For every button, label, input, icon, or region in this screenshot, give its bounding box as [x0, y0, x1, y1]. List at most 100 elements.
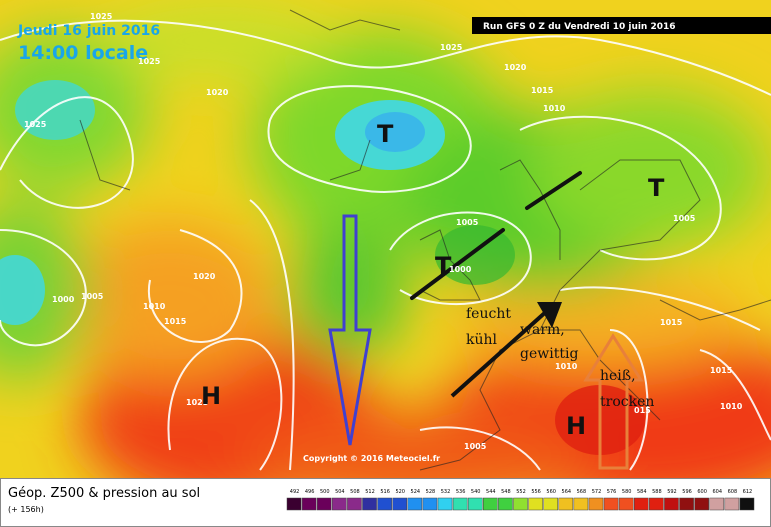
scale-label: 576	[607, 489, 617, 495]
scale-swatch	[724, 497, 740, 511]
annotation: gewittig	[520, 346, 578, 362]
isobar-label: 1010	[543, 104, 566, 113]
scale-label: 496	[305, 489, 315, 495]
annotation: trocken	[600, 394, 654, 410]
scale-swatch	[407, 497, 423, 511]
scale-swatch	[543, 497, 558, 511]
isobar-label: 1000	[449, 265, 472, 274]
field	[0, 0, 771, 478]
scale-label: 600	[697, 489, 707, 495]
scale-label: 564	[562, 489, 572, 495]
scale-label: 512	[365, 489, 375, 495]
scale-label: 560	[546, 489, 556, 495]
isobar-label: 1025	[24, 120, 47, 129]
scale-swatch	[573, 497, 589, 511]
valid-date: Jeudi 16 juin 2016	[17, 23, 160, 39]
valid-time: 14:00 locale	[18, 42, 148, 64]
isobar-label: 1010	[143, 302, 166, 311]
copyright: Copyright © 2016 Meteociel.fr	[303, 454, 440, 463]
scale-label: 524	[411, 489, 421, 495]
scale-swatch	[739, 497, 755, 511]
scale-label: 500	[320, 489, 330, 495]
isobar-label: 1025	[90, 12, 113, 21]
low-marker: T	[648, 174, 665, 202]
pressure-systems: T T T H H	[201, 120, 665, 440]
scale-label: 508	[350, 489, 360, 495]
scale-swatch	[422, 497, 438, 511]
scale-label: 612	[743, 489, 753, 495]
annotation: heiß,	[600, 368, 636, 384]
scale-swatch	[603, 497, 619, 511]
isobar-label: 1020	[504, 63, 527, 72]
annotation: warm,	[520, 322, 565, 338]
scale-label: 552	[516, 489, 526, 495]
footer-lead: (+ 156h)	[8, 505, 44, 514]
scale-label: 592	[667, 489, 677, 495]
scale-swatch	[528, 497, 543, 511]
scale-swatch	[498, 497, 513, 511]
scale-swatch	[709, 497, 725, 511]
scale-swatch	[588, 497, 604, 511]
high-marker: H	[201, 382, 221, 410]
scale-swatch	[347, 497, 362, 511]
scale-swatch	[618, 497, 634, 511]
scale-swatch	[679, 497, 694, 511]
scale-swatch	[392, 497, 408, 511]
isobar-label: 1015	[710, 366, 733, 375]
scale-label: 548	[501, 489, 511, 495]
scale-label: 568	[577, 489, 587, 495]
isobar-label: 1020	[206, 88, 229, 97]
scale-swatch	[558, 497, 574, 511]
color-scale: 492 496 500 504 508 512 516 520 524 528 532 536 540 5…	[286, 489, 755, 511]
scale-label: 536	[456, 489, 466, 495]
high-marker: H	[566, 412, 586, 440]
low-marker: T	[377, 120, 394, 148]
isobar-label: 1025	[138, 57, 161, 66]
isobar-label: 1015	[164, 317, 187, 326]
scale-swatch	[316, 497, 332, 511]
isobar-label: 1005	[673, 214, 696, 223]
run-info: Run GFS 0 Z du Vendredi 10 juin 2016	[483, 22, 676, 32]
scale-label: 572	[592, 489, 602, 495]
scale-swatch	[286, 497, 302, 511]
scale-label: 608	[728, 489, 738, 495]
scale-swatch	[437, 497, 453, 511]
isobar-labels: 1025 1025 1020 1025 1025 1020 1015 1010 …	[24, 12, 743, 451]
scale-swatch	[633, 497, 649, 511]
scale-label: 492	[290, 489, 300, 495]
isobar-label: 1005	[464, 442, 487, 451]
scale-swatch	[649, 497, 664, 511]
scale-swatch	[362, 497, 377, 511]
scale-swatch	[377, 497, 392, 511]
scale-label: 544	[486, 489, 496, 495]
scale-label: 580	[622, 489, 632, 495]
scale-swatch	[483, 497, 498, 511]
scale-swatch	[332, 497, 347, 511]
low-marker: T	[435, 252, 452, 280]
scale-label: 532	[441, 489, 451, 495]
scale-label: 556	[531, 489, 541, 495]
scale-label: 604	[712, 489, 722, 495]
isobar-label: 1010	[555, 362, 578, 371]
isobar-label: 1015	[660, 318, 683, 327]
isobar-label: 015	[634, 406, 651, 415]
scale-label: 540	[471, 489, 481, 495]
scale-swatch	[452, 497, 468, 511]
isobar-label: 1000	[52, 295, 75, 304]
scale-label: 520	[395, 489, 405, 495]
scale-swatch	[467, 497, 483, 511]
scale-label: 588	[652, 489, 662, 495]
scale-swatch	[513, 497, 528, 511]
annotation: feucht	[466, 306, 511, 322]
scale-label: 528	[426, 489, 436, 495]
footer-title: Géop. Z500 & pression au sol	[8, 486, 200, 501]
isobar-label: 1025	[186, 398, 209, 407]
run-banner	[472, 17, 771, 34]
scale-swatch	[664, 497, 679, 511]
scale-label: 584	[637, 489, 647, 495]
annotation: kühl	[466, 332, 498, 348]
isobar-label: 1005	[456, 218, 479, 227]
isobar-label: 1010	[720, 402, 743, 411]
